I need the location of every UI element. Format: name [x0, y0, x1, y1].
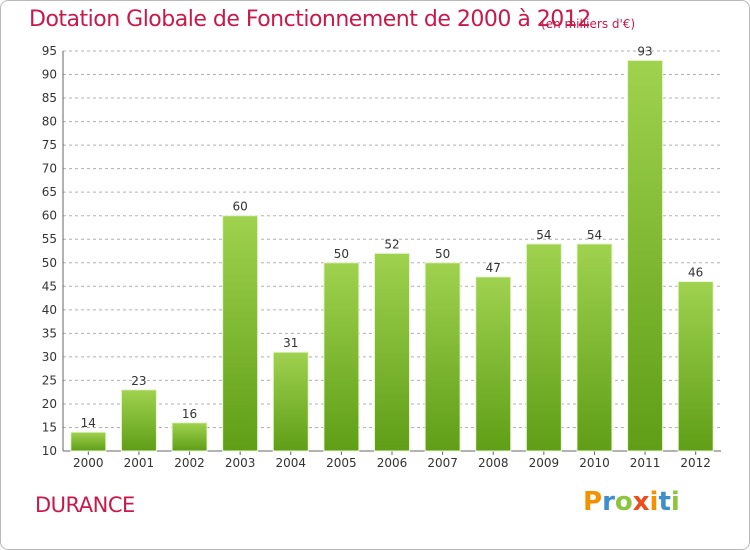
bar-2002: [171, 422, 208, 452]
bar-2009: [525, 243, 562, 452]
y-tick-label: 10: [42, 444, 57, 458]
logo-letter: t: [658, 487, 671, 517]
y-tick-label: 60: [42, 209, 57, 223]
y-tick-label: 90: [42, 68, 57, 82]
x-tick-label: 2001: [124, 456, 155, 470]
data-label: 54: [536, 228, 551, 242]
y-tick-label: 35: [42, 326, 57, 340]
data-label: 46: [688, 266, 703, 280]
bar-2001: [120, 389, 157, 452]
logo-letter: x: [632, 487, 650, 517]
bar-2000: [70, 431, 107, 452]
data-label: 60: [233, 200, 248, 214]
data-label: 14: [81, 416, 96, 430]
data-label: 93: [637, 44, 652, 58]
labels: 10 15 20 25 30 35 40 45 50 55 60 65 70 75 80 85 90 95 2000…: [42, 44, 711, 470]
x-tick-label: 2002: [174, 456, 205, 470]
logo-letter: o: [614, 487, 633, 517]
data-label: 54: [587, 228, 602, 242]
y-tick-label: 30: [42, 350, 57, 364]
y-tick-label: 50: [42, 256, 57, 270]
bar-2011: [627, 59, 664, 452]
x-tick-label: 2006: [377, 456, 408, 470]
data-label: 50: [435, 247, 450, 261]
data-label: 23: [131, 374, 146, 388]
y-tick-label: 75: [42, 138, 57, 152]
bar-2010: [576, 243, 613, 452]
y-tick-label: 80: [42, 115, 57, 129]
chart-title: Dotation Globale de Fonctionnement de 20…: [29, 7, 591, 32]
x-tick-label: 2009: [529, 456, 560, 470]
y-tick-label: 85: [42, 91, 57, 105]
y-tick-label: 15: [42, 420, 57, 434]
chart-unit: (en milliers d'€): [541, 17, 636, 31]
data-label: 16: [182, 407, 197, 421]
x-tick-label: 2011: [630, 456, 661, 470]
bar-2012: [677, 281, 714, 452]
x-tick-label: 2010: [579, 456, 610, 470]
bars: [70, 59, 714, 452]
data-label: 31: [283, 336, 298, 350]
x-tick-label: 2000: [73, 456, 104, 470]
y-tick-label: 40: [42, 303, 57, 317]
x-tick-label: 2008: [478, 456, 509, 470]
proxiti-logo[interactable]: Proxiti: [583, 487, 680, 517]
y-tick-label: 70: [42, 162, 57, 176]
logo-letter: i: [670, 487, 680, 517]
commune-name: DURANCE: [35, 493, 135, 517]
bar-2005: [323, 262, 360, 452]
x-tick-label: 2003: [225, 456, 256, 470]
y-tick-label: 65: [42, 185, 57, 199]
logo-letter: r: [602, 487, 615, 517]
y-tick-label: 20: [42, 397, 57, 411]
data-label: 50: [334, 247, 349, 261]
x-tick-label: 2004: [275, 456, 306, 470]
logo-letter: i: [649, 487, 659, 517]
bar-2004: [272, 351, 309, 452]
bar-2007: [424, 262, 461, 452]
data-label: 47: [486, 261, 501, 275]
x-tick-label: 2012: [680, 456, 711, 470]
bar-2003: [222, 215, 259, 452]
y-tick-label: 95: [42, 44, 57, 58]
bar-2008: [475, 276, 512, 452]
bar-2006: [374, 252, 410, 452]
x-tick-label: 2005: [326, 456, 357, 470]
y-tick-label: 55: [42, 232, 57, 246]
y-tick-label: 45: [42, 279, 57, 293]
y-tick-label: 25: [42, 373, 57, 387]
x-tick-label: 2007: [427, 456, 458, 470]
logo-letter: P: [583, 487, 603, 517]
data-label: 52: [384, 237, 399, 251]
